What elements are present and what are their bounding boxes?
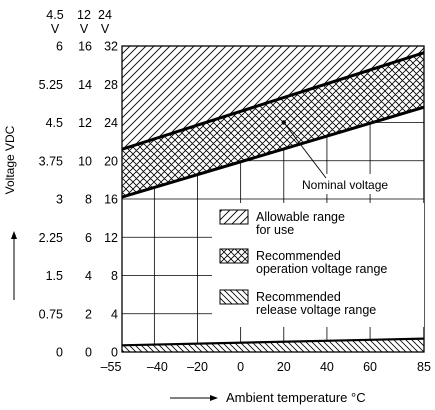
legend-item-label: Recommended	[256, 290, 341, 304]
x-tick-label: 20	[277, 360, 291, 374]
y-tick-label: 12	[78, 116, 92, 130]
y-tick-label: 0.75	[39, 307, 63, 321]
y-tick-label: 16	[78, 40, 92, 54]
y-tick-label: 20	[104, 154, 118, 168]
y-tick-label: 6	[56, 40, 63, 54]
y-tick-label: 0	[111, 346, 118, 360]
y-axis-title: Voltage VDC	[3, 125, 17, 300]
y-axis-label: Voltage VDC	[3, 125, 17, 194]
y-tick-label: 12	[104, 231, 118, 245]
y-tick-label: 16	[104, 193, 118, 207]
legend-item-label: for use	[256, 223, 294, 237]
x-tick-labels: –55 –40 –20 0 20 40 60 85	[101, 360, 431, 374]
legend-swatch-diagonal-hatch	[220, 210, 248, 224]
y-tick-label: 3.75	[39, 154, 63, 168]
y-tick-label: 4	[111, 307, 118, 321]
y-column-unit: V	[51, 22, 60, 36]
nominal-voltage-label: Nominal voltage	[302, 178, 388, 192]
legend-item-label: Allowable range	[256, 210, 345, 224]
y-tick-label: 10	[78, 154, 92, 168]
y-tick-label: 2	[85, 307, 92, 321]
y-column-header: 4.5	[46, 8, 63, 22]
x-tick-label: 60	[363, 360, 377, 374]
y-tick-label: 5.25	[39, 78, 63, 92]
y-column-unit: V	[80, 22, 89, 36]
x-tick-label: –40	[147, 360, 168, 374]
y-tick-label: 28	[104, 78, 118, 92]
y-tick-label: 8	[85, 193, 92, 207]
y-tick-label: 24	[104, 116, 118, 130]
y-column-header: 12	[77, 8, 91, 22]
x-tick-label: –20	[187, 360, 208, 374]
y-tick-labels: 4.5V00.751.52.2533.754.55.25612V02468101…	[39, 8, 118, 360]
y-tick-label: 6	[85, 231, 92, 245]
y-tick-label: 0	[56, 346, 63, 360]
y-tick-label: 2.25	[39, 231, 63, 245]
y-tick-label: 4.5	[46, 116, 63, 130]
x-tick-label: 0	[237, 360, 244, 374]
y-tick-label: 32	[104, 40, 118, 54]
y-column-header: 24	[98, 8, 112, 22]
x-tick-label: 40	[320, 360, 334, 374]
legend-item-label: release voltage range	[256, 303, 376, 317]
y-tick-label: 1.5	[46, 269, 63, 283]
y-column-unit: V	[101, 22, 110, 36]
legend-item-label: operation voltage range	[256, 262, 387, 276]
y-tick-label: 4	[85, 269, 92, 283]
legend-swatch-reverse-hatch	[220, 290, 248, 304]
y-tick-label: 14	[78, 78, 92, 92]
y-tick-label: 3	[56, 193, 63, 207]
legend-swatch-cross-hatch	[220, 249, 248, 263]
x-axis-title: Ambient temperature °C	[170, 390, 366, 405]
y-tick-label: 8	[111, 269, 118, 283]
legend-item-label: Recommended	[256, 249, 341, 263]
x-axis-label: Ambient temperature °C	[226, 390, 366, 405]
x-tick-label: –55	[101, 360, 122, 374]
x-tick-label: 85	[417, 360, 431, 374]
y-tick-label: 0	[85, 346, 92, 360]
